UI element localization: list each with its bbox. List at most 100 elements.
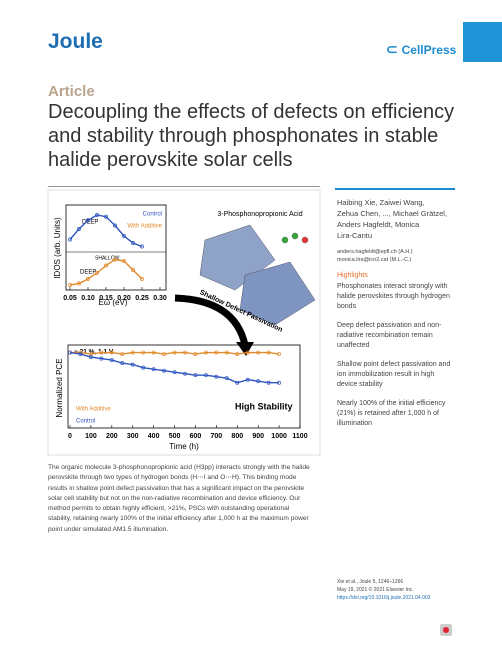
pce-frame: [67, 344, 301, 429]
data-point: [68, 350, 72, 355]
data-point: [68, 283, 72, 287]
legend-entry: With Additive: [76, 407, 111, 413]
data-point: [130, 362, 135, 367]
journal-name: Joule: [48, 30, 103, 53]
data-point: [214, 350, 219, 355]
arrow-head: [236, 342, 254, 356]
y-label: Normalized PCE: [55, 358, 64, 417]
title-line: halide perovskite solar cells: [48, 149, 293, 171]
annotation: SHALLOW: [95, 255, 120, 261]
atom: [291, 232, 299, 240]
highlight: Deep defect passivation and non-radiativ…: [337, 322, 442, 349]
citation: Xie et al., Joule 5, 1246–1266 May 19, 2…: [337, 578, 430, 602]
data-point: [140, 277, 144, 281]
publisher-name: CellPress: [401, 43, 457, 57]
highlight: Shallow point defect passivation and ion…: [337, 361, 451, 388]
data-point: [256, 350, 261, 355]
data-point: [141, 350, 146, 355]
publisher-logo: ⊂ CellPress: [386, 41, 456, 58]
y-label: IDOS (arb. Units): [53, 217, 62, 279]
data-point: [183, 371, 187, 376]
x-tick-label: 0.05: [63, 295, 77, 302]
rule: [335, 188, 455, 190]
crystal-illustration: [199, 224, 316, 326]
x-tick-label: 0.25: [135, 295, 149, 302]
x-tick-label: 0: [68, 433, 72, 440]
data-point: [256, 379, 261, 384]
data-point: [86, 277, 90, 281]
figure-frame: [47, 189, 321, 456]
data-point: [193, 373, 198, 378]
data-point: [122, 259, 126, 263]
author-line: Haibing Xie, Zaiwei Wang,: [337, 198, 425, 207]
data-point: [95, 213, 99, 217]
data-point: [235, 380, 240, 385]
email: monica.lira@icn2.cat (M.L.-C.): [337, 257, 412, 263]
data-point: [99, 356, 104, 361]
data-point: [162, 368, 167, 373]
x-tick-label: 0.20: [117, 295, 131, 302]
data-point: [88, 355, 93, 360]
x-tick-label: 1000: [271, 433, 287, 440]
x-tick-label: 900: [252, 433, 264, 440]
authors: Haibing Xie, Zaiwei Wang, Zehua Chen, ..…: [337, 197, 462, 241]
x-tick-label: 700: [211, 433, 223, 440]
molecule-label: 3-Phosphonopropionic Acid: [217, 211, 302, 218]
data-point: [224, 350, 229, 355]
x-tick-label: 600: [190, 433, 202, 440]
x-tick-label: 0.15: [99, 295, 113, 302]
legend-entry: Control: [143, 212, 162, 218]
data-point: [95, 271, 99, 275]
x-tick-label: 1100: [292, 433, 307, 440]
title: Decoupling the effects of defects on eff…: [48, 100, 454, 172]
data-point: [113, 223, 117, 228]
data-point: [224, 376, 229, 381]
article-type: Article: [48, 83, 95, 100]
idos-frame: [65, 204, 167, 291]
x-label: Time (h): [169, 442, 199, 451]
legend-entry: With Additive: [127, 224, 162, 230]
doi[interactable]: https://doi.org/10.1016/j.joule.2021.04.…: [337, 595, 431, 601]
crystal: [239, 261, 316, 326]
data-point: [113, 257, 117, 262]
author-line: Zehua Chen, ..., Michael Grätzel,: [337, 209, 448, 218]
data-point: [183, 350, 187, 355]
data-point: [131, 241, 135, 245]
highlight: Nearly 100% of the initial efficiency (2…: [337, 400, 446, 427]
email: anders.hagfeldt@epfl.ch (A.H.): [337, 249, 413, 255]
data-point: [109, 358, 114, 363]
data-point: [214, 374, 219, 379]
data-point: [172, 370, 177, 375]
highlights: Highlights Phosphonates interact strongl…: [337, 271, 455, 438]
data-point: [99, 350, 104, 355]
data-point: [109, 350, 114, 355]
data-point: [245, 350, 250, 355]
abstract: The organic molecule 3-phosphonopropioni…: [48, 464, 310, 533]
x-tick-label: 0.30: [153, 295, 167, 302]
citation-line: May 19, 2021 © 2021 Elsevier Inc.: [337, 587, 414, 593]
legend-entry: Control: [76, 419, 95, 425]
x-tick-label: 0.10: [81, 295, 95, 302]
data-point: [120, 361, 125, 366]
data-point: [203, 350, 208, 355]
x-tick-label: 200: [106, 433, 118, 440]
data-point: [277, 380, 282, 385]
data-point: [277, 352, 282, 357]
data-point: [172, 350, 177, 355]
x-tick-label: 800: [231, 433, 243, 440]
data-point: [245, 377, 250, 382]
crossmark-icon[interactable]: [440, 624, 452, 636]
data-point: [130, 350, 135, 355]
data-point: [162, 352, 167, 357]
data-point: [78, 352, 83, 357]
data-point: [77, 281, 81, 286]
series-line: [69, 351, 280, 384]
data-point: [86, 218, 90, 223]
x-tick-label: 100: [85, 433, 97, 440]
series-line: [69, 258, 143, 286]
series-line: [70, 351, 280, 355]
data-point: [151, 350, 156, 355]
annotation: ~ 21 %, 1.1 V: [74, 349, 114, 356]
